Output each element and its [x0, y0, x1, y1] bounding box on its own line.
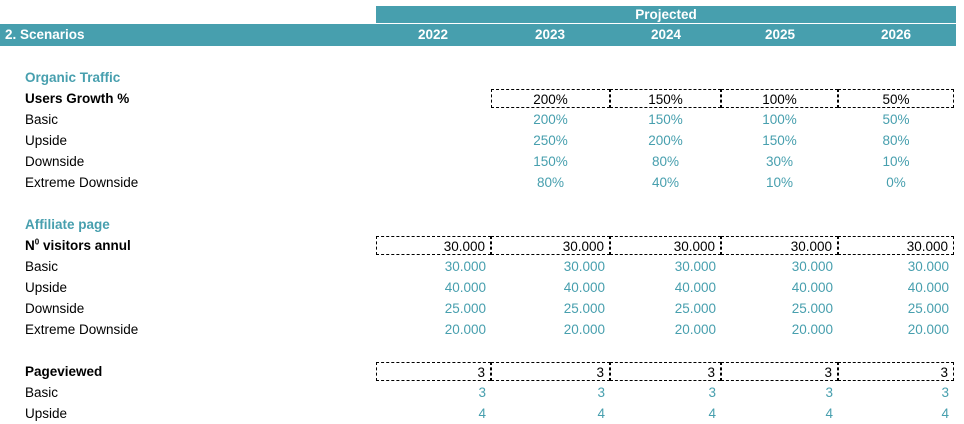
organic-traffic-title-row: Organic Traffic [0, 67, 964, 88]
affiliate-extreme-downside-2023: 20.000 [563, 322, 605, 337]
visitors-2024-cell[interactable]: 30.000 [610, 236, 721, 255]
affiliate-extreme-downside-row: Extreme Downside 20.000 20.000 20.000 20… [0, 319, 964, 340]
affiliate-upside-2026: 40.000 [907, 280, 949, 295]
pageviewed-basic-2024: 3 [708, 385, 716, 400]
organic-traffic-title: Organic Traffic [25, 70, 121, 85]
organic-extreme-downside-label: Extreme Downside [25, 175, 139, 190]
organic-basic-row: Basic 200% 150% 100% 50% [0, 109, 964, 130]
organic-basic-2025: 100% [762, 112, 797, 127]
affiliate-downside-2024: 25.000 [674, 301, 716, 316]
affiliate-downside-2023: 25.000 [563, 301, 605, 316]
affiliate-basic-2026: 30.000 [907, 259, 949, 274]
organic-basic-label: Basic [25, 112, 59, 127]
users-growth-2023-cell[interactable]: 200% [491, 89, 610, 108]
organic-downside-label: Downside [25, 154, 85, 169]
projected-header: Projected [376, 6, 956, 23]
organic-downside-2024: 80% [651, 154, 680, 169]
affiliate-basic-2022: 30.000 [444, 259, 486, 274]
pageviewed-basic-label: Basic [25, 385, 59, 400]
visitors-annual-label: N0 visitors annul [25, 237, 131, 253]
year-2022-header: 2022 [417, 27, 449, 42]
pageviewed-2023-cell[interactable]: 3 [491, 362, 610, 381]
visitors-2022-cell[interactable]: 30.000 [376, 236, 491, 255]
year-2026-header: 2026 [880, 27, 912, 42]
affiliate-basic-label: Basic [25, 259, 59, 274]
organic-upside-2026: 80% [882, 133, 910, 148]
affiliate-basic-2024: 30.000 [674, 259, 716, 274]
organic-extreme-downside-2026: 0% [886, 175, 906, 190]
users-growth-2026-cell[interactable]: 50% [838, 89, 954, 108]
users-growth-row: Users Growth % 200% 150% 100% 50% [0, 88, 964, 109]
affiliate-downside-row: Downside 25.000 25.000 25.000 25.000 25.… [0, 298, 964, 319]
organic-downside-2025: 30% [765, 154, 794, 169]
organic-downside-row: Downside 150% 80% 30% 10% [0, 151, 964, 172]
pageviewed-2022-cell[interactable]: 3 [376, 362, 491, 381]
visitors-2025-cell[interactable]: 30.000 [721, 236, 838, 255]
affiliate-basic-row: Basic 30.000 30.000 30.000 30.000 30.000 [0, 256, 964, 277]
affiliate-upside-label: Upside [25, 280, 68, 295]
pageviewed-2026-cell[interactable]: 3 [838, 362, 954, 381]
affiliate-upside-2025: 40.000 [791, 280, 833, 295]
organic-upside-label: Upside [25, 133, 68, 148]
affiliate-downside-2022: 25.000 [444, 301, 486, 316]
pageviewed-2025-cell[interactable]: 3 [721, 362, 838, 381]
users-growth-label: Users Growth % [25, 91, 130, 106]
affiliate-extreme-downside-2026: 20.000 [907, 322, 949, 337]
affiliate-extreme-downside-2024: 20.000 [674, 322, 716, 337]
organic-extreme-downside-row: Extreme Downside 80% 40% 10% 0% [0, 172, 964, 193]
organic-upside-row: Upside 250% 200% 150% 80% [0, 130, 964, 151]
pageviewed-2024-cell[interactable]: 3 [610, 362, 721, 381]
affiliate-extreme-downside-label: Extreme Downside [25, 322, 139, 337]
pageviewed-row: Pageviewed 3 3 3 3 3 [0, 361, 964, 382]
organic-basic-2024: 150% [648, 112, 683, 127]
organic-basic-2026: 50% [882, 112, 910, 127]
pageviewed-basic-row: Basic 3 3 3 3 3 [0, 382, 964, 403]
visitors-2026-cell[interactable]: 30.000 [838, 236, 954, 255]
header-divider [376, 23, 956, 24]
affiliate-upside-2023: 40.000 [563, 280, 605, 295]
affiliate-downside-2025: 25.000 [791, 301, 833, 316]
organic-extreme-downside-2024: 40% [651, 175, 680, 190]
affiliate-page-title-row: Affiliate page [0, 214, 964, 235]
users-growth-2025-cell[interactable]: 100% [721, 89, 838, 108]
organic-basic-2023: 200% [533, 112, 568, 127]
visitors-2023-cell[interactable]: 30.000 [491, 236, 610, 255]
affiliate-extreme-downside-2022: 20.000 [444, 322, 486, 337]
organic-downside-2023: 150% [533, 154, 568, 169]
year-2023-header: 2023 [534, 27, 566, 42]
section-title: 2. Scenarios [5, 27, 85, 42]
organic-upside-2025: 150% [762, 133, 797, 148]
pageviewed-basic-2023: 3 [597, 385, 605, 400]
affiliate-upside-2022: 40.000 [444, 280, 486, 295]
pageviewed-basic-2026: 3 [941, 385, 949, 400]
visitors-annual-row: N0 visitors annul 30.000 30.000 30.000 3… [0, 235, 964, 256]
organic-downside-2026: 10% [882, 154, 910, 169]
organic-upside-2024: 200% [648, 133, 683, 148]
affiliate-downside-2026: 25.000 [907, 301, 949, 316]
year-2024-header: 2024 [650, 27, 682, 42]
affiliate-basic-2023: 30.000 [563, 259, 605, 274]
affiliate-downside-label: Downside [25, 301, 85, 316]
affiliate-basic-2025: 30.000 [791, 259, 833, 274]
organic-upside-2023: 250% [533, 133, 568, 148]
year-2025-header: 2025 [764, 27, 796, 42]
pageviewed-label: Pageviewed [25, 364, 103, 379]
organic-extreme-downside-2023: 80% [536, 175, 565, 190]
users-growth-2024-cell[interactable]: 150% [610, 89, 721, 108]
affiliate-page-title: Affiliate page [25, 217, 110, 232]
organic-extreme-downside-2025: 10% [765, 175, 794, 190]
affiliate-upside-2024: 40.000 [674, 280, 716, 295]
scenarios-header-bar: 2. Scenarios 2022 2023 2024 2025 2026 [0, 24, 956, 46]
pageviewed-basic-2022: 3 [478, 385, 486, 400]
pageviewed-basic-2025: 3 [825, 385, 833, 400]
affiliate-upside-row: Upside 40.000 40.000 40.000 40.000 40.00… [0, 277, 964, 298]
affiliate-extreme-downside-2025: 20.000 [791, 322, 833, 337]
